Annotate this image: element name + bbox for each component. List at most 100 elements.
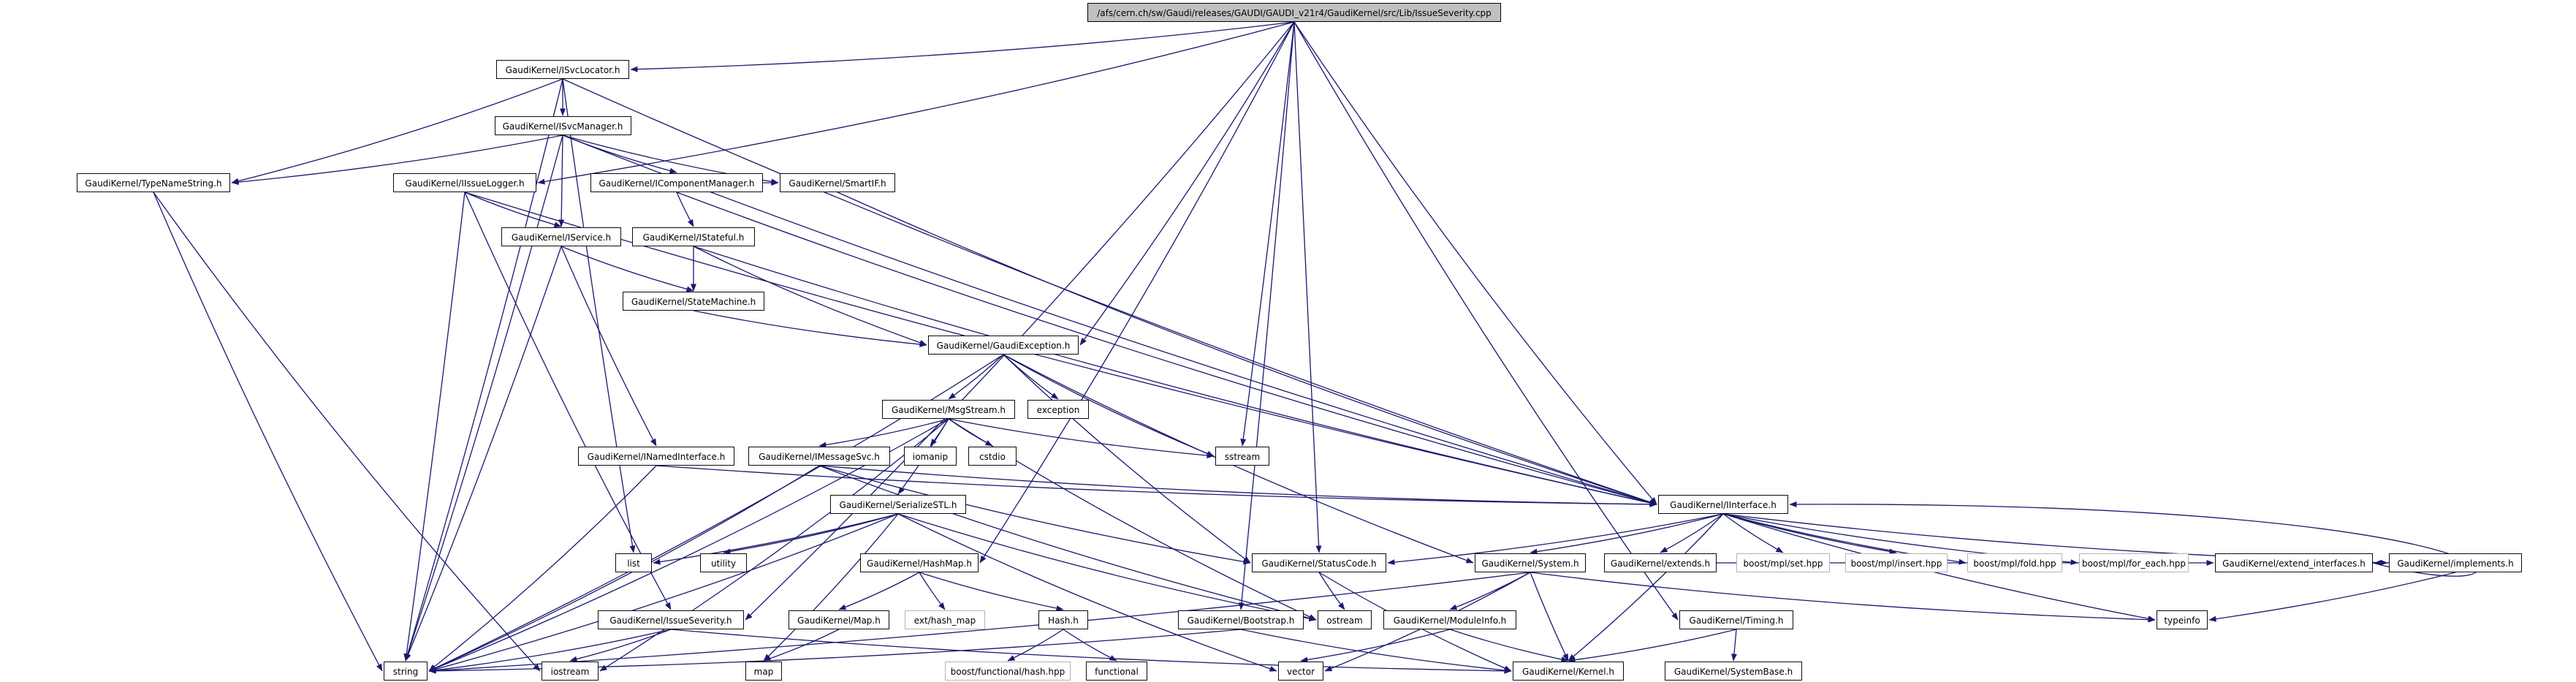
node-isvclocator[interactable]: GaudiKernel/ISvcLocator.h [496, 60, 629, 79]
edge-msgstream-iostream [599, 418, 949, 672]
edge-system-typeinfo [1530, 572, 2156, 623]
edge-iinterface-statuscode [1387, 513, 1724, 566]
node-typeinfo[interactable]: typeinfo [2157, 610, 2208, 629]
node-inamedinterface[interactable]: GaudiKernel/INamedInterface.h [578, 447, 734, 466]
node-vector[interactable]: vector [1278, 662, 1323, 681]
node-utility[interactable]: utility [700, 553, 747, 572]
node-extend_interfaces[interactable]: GaudiKernel/extend_interfaces.h [2215, 553, 2373, 572]
edge-inamedinterface-string [428, 465, 657, 672]
node-functional[interactable]: functional [1086, 662, 1147, 681]
edge-icomponentmanager-iinterface [676, 192, 1657, 506]
node-mpl_insert[interactable]: boost/mpl/insert.hpp [1845, 553, 1948, 572]
node-iomanip[interactable]: iomanip [904, 447, 957, 466]
edge-statemachine-gaudiexception [693, 310, 927, 348]
edge-cpp-issueseverity [745, 21, 1295, 621]
edge-istateful-gaudiexception [693, 246, 927, 346]
edge-iinterface-kernel [1568, 513, 1724, 662]
edge-gaudiexception-exception [1003, 354, 1059, 400]
edge-hashmap-gmap [838, 572, 920, 610]
edge-isvcmanager-icomponentmanager [562, 134, 677, 174]
node-istateful[interactable]: GaudiKernel/IStateful.h [632, 227, 755, 246]
edge-serializestl-list [653, 513, 899, 565]
edge-hash-boost_hash [1007, 629, 1064, 662]
node-bootstrap[interactable]: GaudiKernel/Bootstrap.h [1178, 610, 1304, 629]
edge-extend_interfaces-iinterface [1789, 501, 2478, 577]
edge-cpp-timing [1293, 21, 1679, 621]
node-boost_hash[interactable]: boost/functional/hash.hpp [945, 662, 1071, 681]
edge-isvcmanager-typenamestring [231, 134, 563, 186]
node-list[interactable]: list [615, 553, 652, 572]
edge-typenamestring-iostream [153, 192, 541, 672]
node-iservice[interactable]: GaudiKernel/IService.h [501, 227, 621, 246]
edge-cpp-hashmap [979, 21, 1295, 564]
node-msgstream[interactable]: GaudiKernel/MsgStream.h [882, 400, 1015, 419]
node-iostream[interactable]: iostream [542, 662, 599, 681]
edge-cpp-bootstrap [1238, 21, 1295, 610]
node-hashmap[interactable]: GaudiKernel/HashMap.h [860, 553, 979, 572]
edge-imessagesvc-ostream [818, 465, 1317, 621]
edge-iservice-inamedinterface [561, 246, 657, 447]
edge-gaudiexception-msgstream [948, 354, 1004, 400]
node-cstdio[interactable]: cstdio [968, 447, 1017, 466]
node-smartif[interactable]: GaudiKernel/SmartIF.h [780, 173, 895, 192]
edge-msgstream-iomanip [930, 418, 949, 447]
node-serializestl[interactable]: GaudiKernel/SerializeSTL.h [830, 495, 966, 514]
edge-icomponentmanager-istateful [676, 192, 694, 227]
node-iissuelogger[interactable]: GaudiKernel/IIssueLogger.h [393, 173, 536, 192]
node-isvcmanager[interactable]: GaudiKernel/ISvcManager.h [494, 116, 631, 135]
edge-isvclocator-list [562, 78, 636, 553]
node-stdmap[interactable]: map [745, 662, 782, 681]
edge-istateful-iinterface [693, 246, 1657, 506]
node-string[interactable]: string [384, 662, 428, 681]
node-extends[interactable]: GaudiKernel/extends.h [1604, 553, 1717, 572]
edge-cpp-gaudiexception [1079, 21, 1295, 346]
node-kernel[interactable]: GaudiKernel/Kernel.h [1513, 662, 1624, 681]
node-system[interactable]: GaudiKernel/System.h [1475, 553, 1586, 572]
node-ostream[interactable]: ostream [1318, 610, 1372, 629]
edge-system-string [428, 572, 1531, 674]
edge-iinterface-system [1530, 513, 1724, 555]
edge-timing-kernel [1568, 629, 1737, 663]
edge-msgstream-imessagesvc [818, 418, 949, 448]
edge-cpp-iinterface [1293, 21, 1657, 505]
node-cpp[interactable]: /afs/cern.ch/sw/Gaudi/releases/GAUDI/GAU… [1087, 3, 1501, 22]
edge-isvclocator-iinterface [562, 78, 1657, 505]
node-gaudiexception[interactable]: GaudiKernel/GaudiException.h [928, 336, 1079, 355]
node-typenamestring[interactable]: GaudiKernel/TypeNameString.h [77, 173, 230, 192]
edge-gaudiexception-statuscode [1003, 354, 1251, 564]
node-icomponentmanager[interactable]: GaudiKernel/IComponentManager.h [590, 173, 763, 192]
edge-moduleinfo-kernel [1449, 629, 1569, 662]
node-statemachine[interactable]: GaudiKernel/StateMachine.h [623, 292, 764, 311]
edge-isvclocator-string [404, 78, 563, 662]
node-timing[interactable]: GaudiKernel/Timing.h [1679, 610, 1793, 629]
node-hash[interactable]: Hash.h [1038, 610, 1088, 629]
node-gmap[interactable]: GaudiKernel/Map.h [789, 610, 889, 629]
edge-gaudiexception-sstream [1003, 354, 1215, 457]
edge-hash-functional [1063, 629, 1117, 662]
node-implements[interactable]: GaudiKernel/implements.h [2389, 553, 2522, 572]
node-statuscode[interactable]: GaudiKernel/StatusCode.h [1252, 553, 1386, 572]
node-iinterface[interactable]: GaudiKernel/IInterface.h [1658, 495, 1788, 514]
node-mpl_set[interactable]: boost/mpl/set.hpp [1736, 553, 1830, 572]
node-ext_hash_map[interactable]: ext/hash_map [905, 610, 985, 629]
node-systembase[interactable]: GaudiKernel/SystemBase.h [1665, 662, 1802, 681]
edge-isvcmanager-iservice [558, 134, 565, 227]
edge-system-kernel [1530, 572, 1569, 662]
node-moduleinfo[interactable]: GaudiKernel/ModuleInfo.h [1383, 610, 1516, 629]
node-mpl_fold[interactable]: boost/mpl/fold.hpp [1967, 553, 2062, 572]
node-exception[interactable]: exception [1027, 400, 1089, 419]
edge-cpp-sstream [1240, 21, 1295, 447]
node-issueseverity[interactable]: GaudiKernel/IssueSeverity.h [598, 610, 744, 629]
node-sstream[interactable]: sstream [1215, 447, 1269, 466]
edge-statuscode-ostream [1318, 572, 1345, 610]
edge-hashmap-hash [919, 572, 1064, 612]
edge-iissuelogger-iservice [464, 192, 562, 228]
edge-imessagesvc-statuscode [818, 465, 1251, 565]
edge-iservice-string [405, 246, 562, 662]
node-mpl_for_each[interactable]: boost/mpl/for_each.hpp [2079, 553, 2189, 572]
edge-issueseverity-iostream [569, 629, 672, 662]
edge-inamedinterface-iinterface [656, 465, 1657, 507]
node-imessagesvc[interactable]: GaudiKernel/IMessageSvc.h [748, 447, 890, 466]
